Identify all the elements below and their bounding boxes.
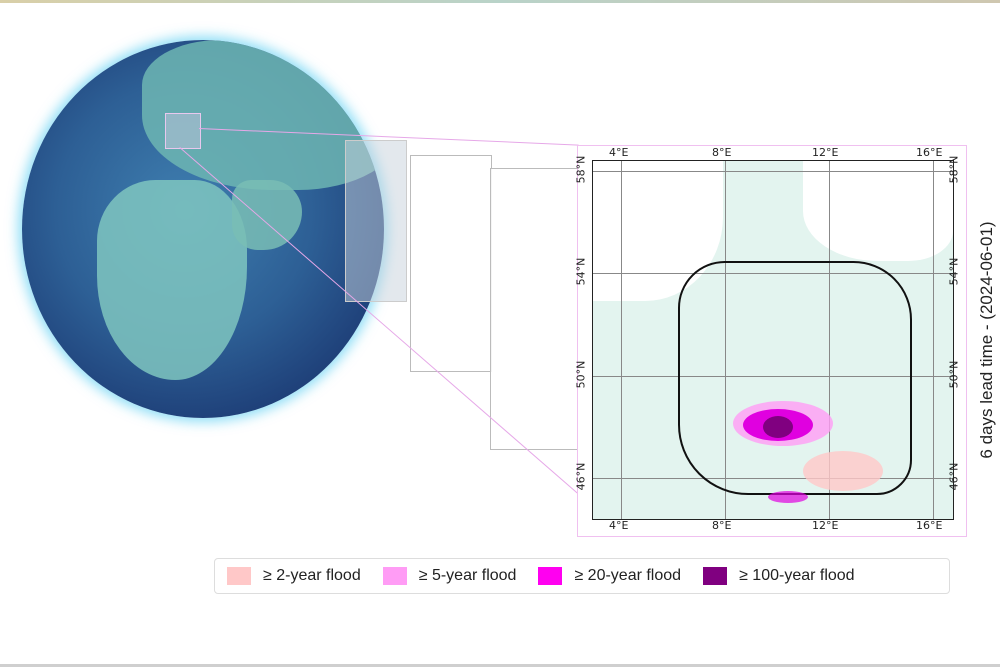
legend-label: ≥ 2-year flood	[263, 567, 361, 584]
gridline-50n	[593, 376, 953, 377]
gridline-16e	[933, 161, 934, 519]
lat-tick-left: 46°N	[574, 462, 588, 491]
gridline-8e	[725, 161, 726, 519]
gridline-54n	[593, 273, 953, 274]
flood-legend: ≥ 2-year flood ≥ 5-year flood ≥ 20-year …	[214, 558, 950, 594]
legend-item-100yr: ≥ 100-year flood	[703, 567, 855, 585]
flood-area-alps	[768, 491, 808, 503]
stacked-map-layer-1	[345, 140, 407, 302]
lon-tick-bottom: 16°E	[916, 519, 943, 532]
top-border	[0, 0, 1000, 3]
bottom-border	[0, 664, 1000, 667]
lat-tick-right: 54°N	[947, 257, 961, 286]
legend-swatch	[703, 567, 728, 585]
lon-tick-top: 4°E	[609, 146, 629, 159]
legend-item-5yr: ≥ 5-year flood	[382, 567, 517, 585]
lat-tick-right: 50°N	[947, 360, 961, 389]
stacked-map-layer-3	[490, 168, 582, 450]
flood-area-2yr	[803, 451, 883, 491]
lon-tick-bottom: 8°E	[712, 519, 732, 532]
lon-tick-top: 12°E	[812, 146, 839, 159]
legend-label: ≥ 100-year flood	[739, 567, 855, 584]
arabia-landmass	[232, 180, 302, 250]
lat-tick-left: 50°N	[574, 360, 588, 389]
legend-swatch	[227, 567, 251, 585]
lon-tick-bottom: 12°E	[812, 519, 839, 532]
gridline-58n	[593, 171, 953, 172]
lat-tick-left: 58°N	[574, 155, 588, 184]
legend-label: ≥ 5-year flood	[418, 567, 517, 584]
lead-time-title: 6 days lead time - (2024-06-01)	[977, 221, 996, 459]
legend-label: ≥ 20-year flood	[574, 567, 682, 584]
zoom-region-marker	[165, 113, 201, 149]
lon-tick-bottom: 4°E	[609, 519, 629, 532]
lat-tick-right: 58°N	[947, 155, 961, 184]
lon-tick-top: 16°E	[916, 146, 943, 159]
lat-tick-left: 54°N	[574, 257, 588, 286]
lat-tick-right: 46°N	[947, 462, 961, 491]
africa-landmass	[97, 180, 247, 380]
flood-area-100yr	[763, 416, 793, 438]
legend-swatch	[382, 567, 407, 585]
eurasia-landmass	[142, 40, 384, 190]
legend-item-2yr: ≥ 2-year flood	[227, 567, 361, 585]
gridline-4e	[621, 161, 622, 519]
baltic-sea	[803, 161, 953, 261]
flood-map	[592, 160, 954, 520]
legend-swatch	[538, 567, 563, 585]
lon-tick-top: 8°E	[712, 146, 732, 159]
stacked-map-layer-2	[410, 155, 492, 372]
globe-image	[22, 40, 384, 418]
gridline-46n	[593, 478, 953, 479]
gridline-12e	[829, 161, 830, 519]
legend-item-20yr: ≥ 20-year flood	[538, 567, 681, 585]
